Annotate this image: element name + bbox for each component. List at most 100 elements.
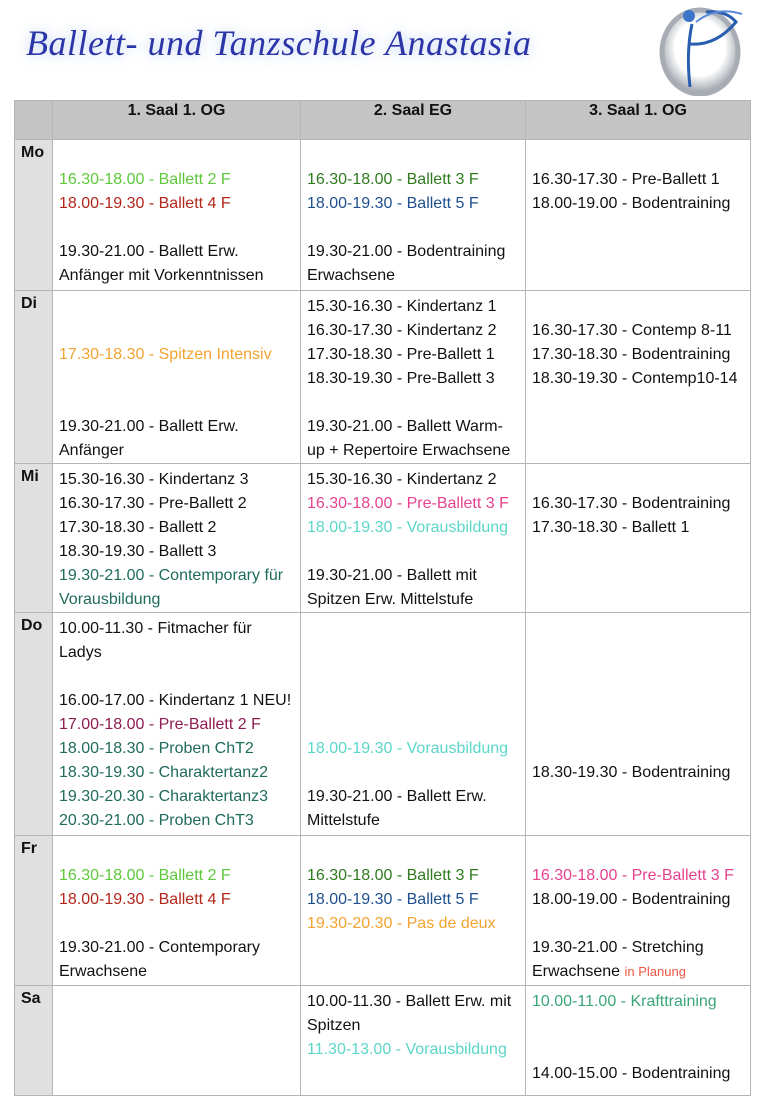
class-text: 19.30-20.30 - Charaktertanz3 <box>59 788 269 805</box>
class-text: 17.30-18.30 - Spitzen Intensiv <box>59 346 272 363</box>
table-row: Mi 15.30-16.30 - Kindertanz 3 16.30-17.30 … <box>14 463 751 613</box>
schedule-cell: 16.30-18.00 - Ballett 2 F 18.00-19.30 - B… <box>52 835 301 986</box>
class-entry: 19.30-21.00 - Ballett Warm- <box>307 415 525 439</box>
class-entry: Spitzen Erw. Mittelstufe <box>307 588 525 612</box>
schedule-cell: 15.30-16.30 - Kindertanz 2 16.30-18.00 - … <box>300 463 526 613</box>
blank-line <box>532 912 750 936</box>
table-row: Mo 16.30-18.00 - Ballett 2 F 18.00-19.30 -… <box>14 139 751 291</box>
class-text: Anfänger mit Vorkenntnissen <box>59 267 264 284</box>
class-entry: Anfänger <box>59 439 300 463</box>
class-text: up + Repertoire Erwachsene <box>307 442 511 459</box>
class-text: 17.30-18.30 - Ballett 2 <box>59 519 217 536</box>
class-text: 16.30-17.30 - Pre-Ballett 1 <box>532 171 720 188</box>
class-text: 19.30-21.00 - Ballett Erw. <box>307 788 487 805</box>
blank-line <box>532 840 750 864</box>
class-entry: 10.00-11.30 - Ballett Erw. mit <box>307 990 525 1014</box>
table-row: Sa 10.00-11.30 - Ballett Erw. mit Spitzen 1… <box>14 985 751 1096</box>
blank-line <box>532 1038 750 1062</box>
schedule-cell: 18.00-19.30 - Vorausbildung 19.30-21.00 -… <box>300 612 526 836</box>
class-text: 10.00-11.30 - Fitmacher für <box>59 620 252 637</box>
class-text: Erwachsene <box>59 963 148 980</box>
class-text: 15.30-16.30 - Kindertanz 3 <box>59 471 249 488</box>
class-text: 15.30-16.30 - Kindertanz 2 <box>307 471 497 488</box>
blank-line <box>532 295 750 319</box>
class-text: Vorausbildung <box>59 591 161 608</box>
blank-line <box>307 761 525 785</box>
blank-line <box>59 216 300 240</box>
class-entry: 16.30-18.00 - Pre-Ballett 3 F <box>307 492 525 516</box>
class-text: 16.30-18.00 - Ballett 2 F <box>59 867 231 884</box>
blank-line <box>307 144 525 168</box>
class-entry: 17.30-18.30 - Bodentraining <box>532 343 750 367</box>
blank-line <box>307 689 525 713</box>
class-entry: 16.30-17.30 - Pre-Ballett 1 <box>532 168 750 192</box>
blank-line <box>307 617 525 641</box>
table-header-row: 1. Saal 1. OG 2. Saal EG 3. Saal 1. OG <box>14 100 751 140</box>
class-entry: 16.30-18.00 - Ballett 3 F <box>307 168 525 192</box>
blank-line <box>307 641 525 665</box>
class-entry: Erwachsene in Planung <box>532 960 750 984</box>
class-text: 18.00-19.30 - Vorausbildung <box>307 519 509 536</box>
class-text: 18.00-18.30 - Proben ChT2 <box>59 740 254 757</box>
class-entry: 19.30-21.00 - Ballett Erw. <box>307 785 525 809</box>
schedule-table: 1. Saal 1. OG 2. Saal EG 3. Saal 1. OG Mo 1… <box>14 100 751 1096</box>
class-entry: Erwachsene <box>59 960 300 984</box>
class-text: 19.30-21.00 - Ballett Warm- <box>307 418 503 435</box>
class-entry: 19.30-21.00 - Bodentraining <box>307 240 525 264</box>
class-entry: 15.30-16.30 - Kindertanz 3 <box>59 468 300 492</box>
class-text: 10.00-11.00 - Krafttraining <box>532 993 717 1010</box>
class-entry: 17.30-18.30 - Spitzen Intensiv <box>59 343 300 367</box>
class-entry: 18.30-19.30 - Charaktertanz2 <box>59 761 300 785</box>
class-text: 18.30-19.30 - Bodentraining <box>532 764 731 781</box>
class-text: 20.30-21.00 - Proben ChT3 <box>59 812 254 829</box>
class-text: 18.00-19.30 - Ballett 4 F <box>59 891 231 908</box>
class-text: 14.00-15.00 - Bodentraining <box>532 1065 731 1082</box>
class-text: 19.30-21.00 - Bodentraining <box>307 243 506 260</box>
blank-line <box>59 367 300 391</box>
blank-line <box>59 912 300 936</box>
blank-line <box>532 144 750 168</box>
class-text: 16.30-18.00 - Pre-Ballett 3 F <box>532 867 734 884</box>
class-entry: 19.30-21.00 - Ballett mit <box>307 564 525 588</box>
class-text: 16.00-17.00 - Kindertanz 1 NEU! <box>59 692 292 709</box>
blank-line <box>307 540 525 564</box>
header-room-3: 3. Saal 1. OG <box>525 100 751 140</box>
class-text: 18.30-19.30 - Ballett 3 <box>59 543 217 560</box>
header-day-column <box>14 100 53 140</box>
class-entry: 16.30-18.00 - Ballett 3 F <box>307 864 525 888</box>
blank-line <box>307 665 525 689</box>
class-entry: 18.00-18.30 - Proben ChT2 <box>59 737 300 761</box>
class-text: 17.30-18.30 - Bodentraining <box>532 346 731 363</box>
class-text: 18.00-19.30 - Ballett 5 F <box>307 195 479 212</box>
class-text: 19.30-21.00 - Stretching <box>532 939 704 956</box>
class-text: Ladys <box>59 644 102 661</box>
class-entry: 16.30-17.30 - Contemp 8-11 <box>532 319 750 343</box>
class-entry: 19.30-21.00 - Contemporary <box>59 936 300 960</box>
class-text: 19.30-21.00 - Contemporary <box>59 939 260 956</box>
class-text: 19.30-20.30 - Pas de deux <box>307 915 496 932</box>
table-row: Do 10.00-11.30 - Fitmacher für Ladys 16.00-… <box>14 612 751 836</box>
class-text: 16.30-18.00 - Ballett 2 F <box>59 171 231 188</box>
table-row: Di 17.30-18.30 - Spitzen Intensiv 19.30-21… <box>14 290 751 464</box>
class-entry: 19.30-20.30 - Charaktertanz3 <box>59 785 300 809</box>
class-text: Erwachsene <box>307 267 396 284</box>
blank-line <box>59 840 300 864</box>
class-entry: Vorausbildung <box>59 588 300 612</box>
class-entry: 18.30-19.30 - Bodentraining <box>532 761 750 785</box>
school-title: Ballett- und Tanzschule Anastasia <box>26 23 532 63</box>
class-entry: 16.30-17.30 - Bodentraining <box>532 492 750 516</box>
class-entry: 14.00-15.00 - Bodentraining <box>532 1062 750 1086</box>
class-entry: 19.30-20.30 - Pas de deux <box>307 912 525 936</box>
day-label: Fr <box>14 835 53 986</box>
class-entry: Anfänger mit Vorkenntnissen <box>59 264 300 288</box>
class-entry: 18.00-19.30 - Ballett 4 F <box>59 888 300 912</box>
class-text: Mittelstufe <box>307 812 380 829</box>
class-entry: 19.30-21.00 - Stretching <box>532 936 750 960</box>
schedule-cell: 16.30-18.00 - Ballett 3 F 18.00-19.30 - B… <box>300 835 526 986</box>
table-row: Fr 16.30-18.00 - Ballett 2 F 18.00-19.30 -… <box>14 835 751 986</box>
class-entry: 16.00-17.00 - Kindertanz 1 NEU! <box>59 689 300 713</box>
class-entry: 17.00-18.00 - Pre-Ballett 2 F <box>59 713 300 737</box>
class-text: Erwachsene <box>532 963 621 980</box>
class-text: 19.30-21.00 - Contemporary für <box>59 567 284 584</box>
schedule-cell: 10.00-11.00 - Krafttraining 14.00-15.00 -… <box>525 985 751 1096</box>
